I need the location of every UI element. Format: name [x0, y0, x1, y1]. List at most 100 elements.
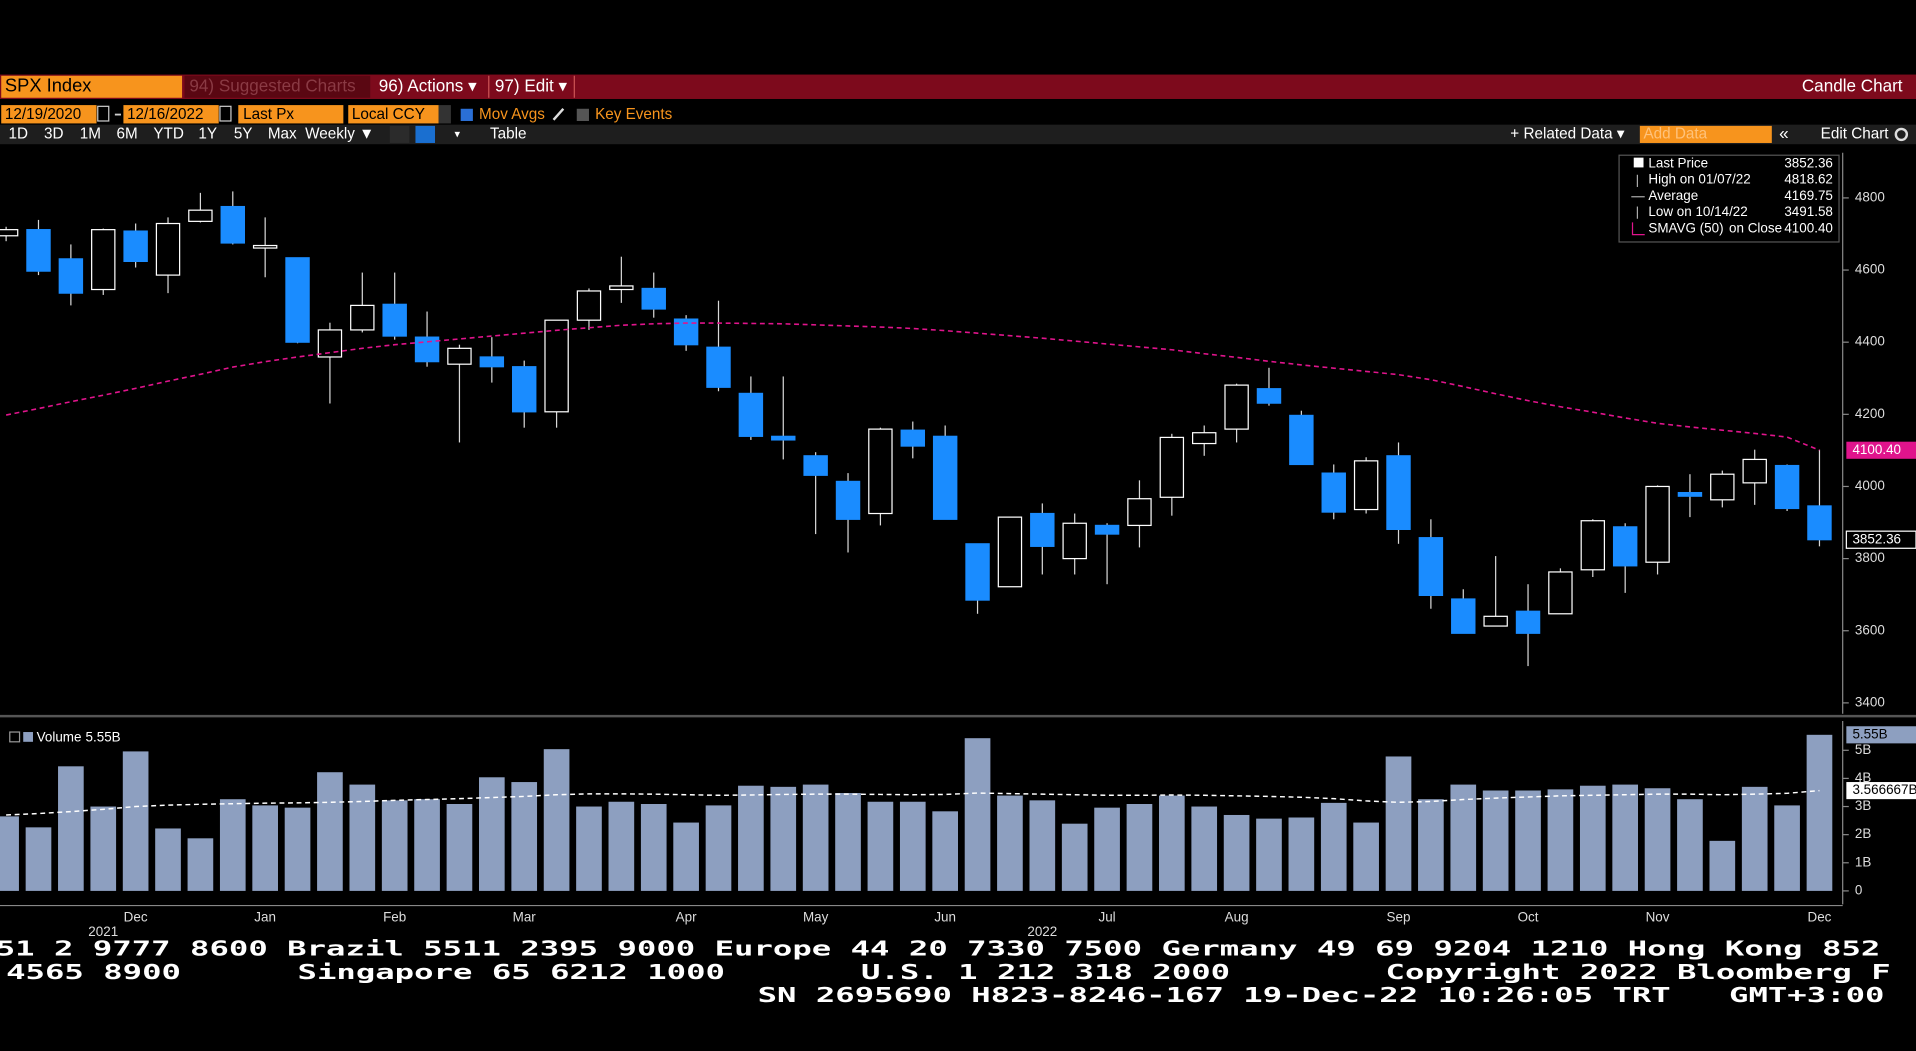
- period-button[interactable]: 1M: [80, 125, 101, 142]
- candle-body: [1418, 537, 1444, 597]
- volume-bar: [90, 806, 117, 891]
- volume-bar: [705, 805, 732, 891]
- volume-bar: [1256, 818, 1282, 891]
- y-tick-label: 3B: [1855, 798, 1871, 813]
- currency: Local CCY: [352, 106, 425, 123]
- candle-body: [1386, 455, 1411, 530]
- x-year-label: 2021: [88, 924, 118, 939]
- legend-icon: [1633, 157, 1644, 168]
- candle-body: [641, 287, 666, 310]
- volume-bar: [1677, 799, 1703, 891]
- candle-body: [1807, 505, 1832, 541]
- candle-body: [1094, 524, 1120, 535]
- currency-select[interactable]: [348, 105, 439, 124]
- suggested-button[interactable]: [184, 75, 371, 98]
- period-button[interactable]: 3D: [44, 125, 64, 142]
- legend-icon: [1631, 222, 1645, 236]
- period-button[interactable]: 1Y: [198, 125, 217, 142]
- volume-bar: [835, 793, 861, 891]
- candle-body: [511, 366, 537, 413]
- y-tick-label: 4B: [1855, 770, 1871, 785]
- collapse[interactable]: «: [1779, 124, 1789, 143]
- volume-bar: [1774, 805, 1800, 891]
- candle-body: [220, 205, 245, 244]
- table-button[interactable]: Table: [490, 125, 526, 142]
- y-tick-label: 4000: [1855, 478, 1885, 493]
- field-select[interactable]: [238, 105, 344, 124]
- actions-menu[interactable]: 96) Actions ▾: [379, 76, 477, 95]
- candle-body: [350, 304, 375, 331]
- dash: [114, 113, 121, 116]
- ticker-field[interactable]: [1, 75, 183, 98]
- volume-bar: [543, 749, 570, 891]
- volume-bar: [155, 828, 181, 891]
- price-tag: [1845, 530, 1916, 549]
- moving-average: [5, 322, 1820, 451]
- period-button[interactable]: YTD: [153, 125, 184, 142]
- candle-body: [0, 229, 19, 237]
- legend-value: 4100.40: [1784, 220, 1833, 235]
- period-button[interactable]: 6M: [116, 125, 137, 142]
- add-data-field[interactable]: [1639, 125, 1772, 143]
- period-button[interactable]: 5Y: [234, 125, 253, 142]
- volume-bar: [640, 804, 667, 891]
- candle-body: [1677, 491, 1703, 497]
- candle-icon[interactable]: [415, 125, 436, 143]
- candle-body: [1548, 571, 1573, 615]
- candle-body: [155, 222, 181, 276]
- volume-bar: [1579, 785, 1606, 891]
- key-events-checkbox[interactable]: [576, 108, 589, 121]
- calendar-icon[interactable]: [97, 105, 110, 122]
- dropdown-arrow[interactable]: [438, 105, 451, 124]
- volume-bar: [1741, 786, 1768, 891]
- volume-bar: [219, 799, 246, 891]
- volume-bar: [1385, 756, 1412, 891]
- x-tick-label: Jul: [1098, 909, 1115, 924]
- collapse-icon[interactable]: [9, 731, 21, 743]
- price-tag-label: 3852.36: [1852, 531, 1901, 546]
- candle-body: [1580, 520, 1606, 571]
- key-events: Key Events: [595, 106, 673, 123]
- volume-bar: [317, 772, 343, 891]
- candle-body: [447, 347, 472, 365]
- start-date-field[interactable]: [1, 105, 97, 124]
- period-button[interactable]: 1D: [9, 125, 29, 142]
- calendar-icon[interactable]: [219, 105, 232, 122]
- x-tick-label: Sep: [1387, 909, 1411, 924]
- candle-body: [609, 285, 634, 291]
- legend-value: 3852.36: [1784, 155, 1833, 170]
- mov-avgs-checkbox[interactable]: [460, 108, 473, 121]
- chart-kind: Candle Chart: [1802, 76, 1903, 95]
- candle-body: [188, 209, 213, 222]
- end-date-field[interactable]: [123, 105, 219, 124]
- volume-bar: [58, 766, 84, 891]
- volume-bar: [997, 795, 1023, 891]
- y-tick-label: 0: [1855, 882, 1862, 897]
- candle-body: [965, 543, 990, 601]
- pencil-icon[interactable]: [552, 107, 565, 121]
- candle-body: [1256, 388, 1282, 404]
- settings-icon[interactable]: [1894, 127, 1909, 142]
- x-tick-label: Jun: [934, 909, 956, 924]
- dropdown[interactable]: ▾: [455, 128, 461, 140]
- volume-bar: [964, 738, 991, 891]
- related-data[interactable]: + Related Data ▾: [1510, 125, 1624, 142]
- volume-bar: [899, 801, 926, 891]
- candle-body: [1127, 498, 1152, 527]
- candle-body: [576, 290, 602, 321]
- volume-bar: [1223, 814, 1250, 891]
- period-button[interactable]: Max: [268, 125, 297, 142]
- edit-menu[interactable]: 97) Edit ▾: [495, 76, 568, 95]
- edit-chart[interactable]: Edit Chart: [1821, 125, 1890, 142]
- candle-body: [673, 318, 699, 346]
- period-button[interactable]: Weekly ▼: [305, 125, 374, 142]
- x-tick-label: Aug: [1225, 909, 1249, 924]
- y-tick-label: 1B: [1855, 854, 1871, 869]
- volume-bar: [1191, 806, 1218, 891]
- line-icon[interactable]: [389, 125, 410, 143]
- footer-line: SN 2695690 H823-8246-167 19-Dec-22 10:26…: [758, 983, 1885, 1007]
- x-tick-label: Mar: [513, 909, 537, 924]
- suggested-charts: 94) Suggested Charts: [189, 76, 355, 95]
- y-tick-label: 2B: [1855, 826, 1871, 841]
- x-year-label: 2022: [1027, 924, 1057, 939]
